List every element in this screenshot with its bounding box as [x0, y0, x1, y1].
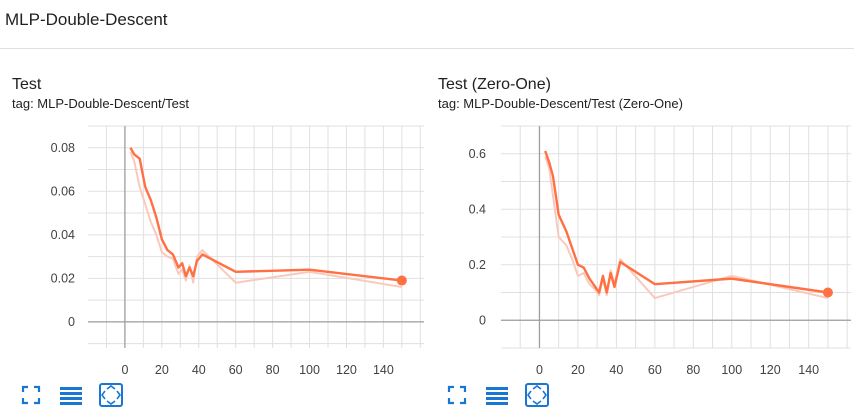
x-tick-label: 40	[609, 363, 623, 377]
x-tick-label: 140	[373, 363, 394, 377]
fit-domain-icon	[99, 383, 123, 407]
data-table-icon	[60, 387, 82, 405]
x-tick-label: 40	[192, 363, 206, 377]
expand-icon	[21, 385, 41, 405]
line-chart-test[interactable]: 0 0.02 0.04 0.06 0.08 0 20 40 60 80 100 120 140	[0, 122, 425, 382]
fit-domain-icon	[525, 383, 549, 407]
y-tick-label: 0.02	[51, 271, 75, 285]
series-line-smoothed	[544, 150, 829, 294]
fit-domain-button[interactable]	[98, 382, 124, 408]
card-tag: tag: MLP-Double-Descent/Test	[12, 96, 190, 111]
x-tick-label: 0	[536, 363, 543, 377]
section-title: MLP-Double-Descent	[5, 10, 168, 29]
x-tick-label: 140	[798, 363, 819, 377]
x-tick-label: 60	[229, 363, 243, 377]
expand-button[interactable]	[444, 382, 470, 408]
series-line-raw	[129, 151, 403, 289]
section-header: MLP-Double-Descent	[0, 0, 854, 49]
y-tick-label: 0.08	[51, 141, 75, 155]
y-tick-label: 0.6	[469, 147, 486, 161]
y-tick-label: 0	[68, 315, 75, 329]
x-tick-label: 20	[571, 363, 585, 377]
x-tick-label: 80	[266, 363, 280, 377]
x-tick-label: 60	[648, 363, 662, 377]
chart-card-test-zero-one: Test (Zero-One) tag: MLP-Double-Descent/…	[426, 74, 851, 412]
x-tick-label: 120	[336, 363, 357, 377]
x-tick-label: 120	[760, 363, 781, 377]
data-table-icon	[486, 387, 508, 405]
x-tick-label: 100	[299, 363, 320, 377]
y-tick-label: 0	[479, 313, 486, 327]
chart-card-test: Test tag: MLP-Double-Descent/Test 0 0.02 0…	[0, 74, 425, 412]
card-tag: tag: MLP-Double-Descent/Test (Zero-One)	[438, 96, 683, 111]
x-tick-label: 80	[686, 363, 700, 377]
y-tick-label: 0.04	[51, 228, 75, 242]
expand-button[interactable]	[18, 382, 44, 408]
fit-domain-button[interactable]	[524, 382, 550, 408]
last-point-marker	[396, 275, 407, 286]
y-tick-label: 0.2	[469, 258, 486, 272]
card-title: Test (Zero-One)	[438, 76, 551, 93]
card-title: Test	[12, 76, 42, 93]
expand-icon	[447, 385, 467, 405]
x-tick-label: 100	[721, 363, 742, 377]
last-point-marker	[822, 287, 833, 298]
line-chart-test-zero-one[interactable]: 0 0.2 0.4 0.6 0 20 40 60 80 100 120 140	[426, 122, 854, 382]
y-tick-label: 0.06	[51, 184, 75, 198]
y-tick-label: 0.4	[469, 202, 486, 216]
data-table-button[interactable]	[484, 382, 510, 408]
data-table-button[interactable]	[58, 382, 84, 408]
x-tick-label: 0	[121, 363, 128, 377]
series-line-raw	[544, 156, 829, 300]
x-tick-label: 20	[155, 363, 169, 377]
series-line-smoothed	[129, 147, 402, 282]
